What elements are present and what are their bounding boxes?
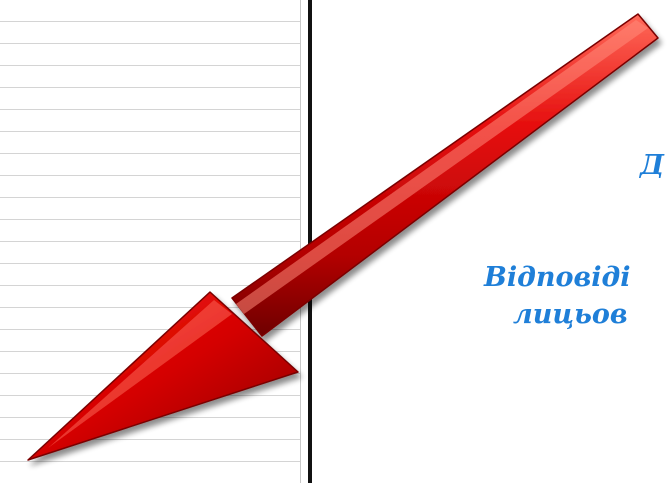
arrow-highlight <box>236 20 648 314</box>
arrow-group <box>28 14 658 460</box>
